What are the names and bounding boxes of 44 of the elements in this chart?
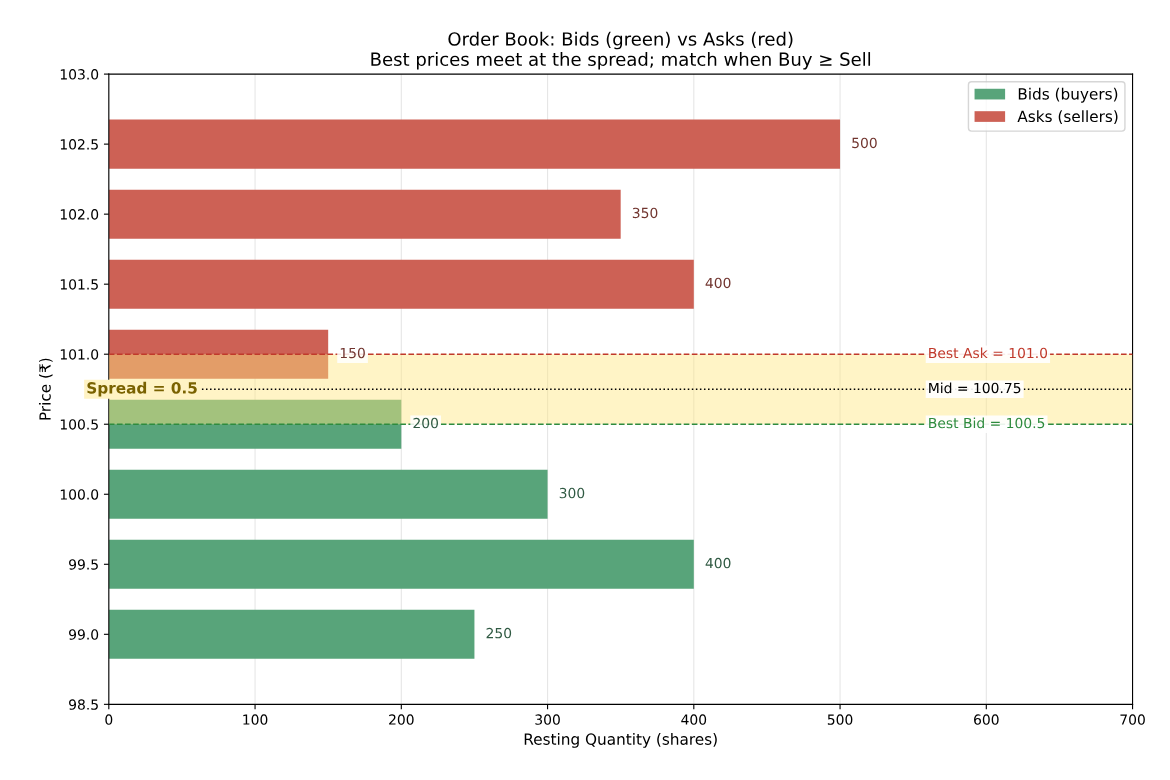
- x-tick-label: 700: [1120, 714, 1145, 725]
- y-tick-label: 101.5: [60, 279, 98, 290]
- y-tick-label: 100.5: [60, 419, 98, 430]
- x-tick-label: 0: [105, 714, 113, 725]
- data-label: 250: [486, 627, 512, 639]
- y-tick-label: 101.0: [60, 349, 99, 360]
- ref-line-label: Mid = 100.75: [929, 382, 1021, 394]
- bar: [108, 119, 841, 169]
- x-tick-label: 400: [681, 714, 707, 725]
- y-tick-label: 102.5: [60, 139, 98, 150]
- bar: [108, 609, 475, 659]
- data-label: 500: [852, 137, 877, 149]
- data-label: 350: [632, 207, 658, 219]
- x-tick-label: 100: [243, 714, 268, 725]
- y-tick-label: 100.0: [60, 489, 99, 500]
- bar: [108, 259, 694, 309]
- y-tick-label: 99.5: [69, 559, 98, 570]
- bar: [108, 469, 548, 519]
- band-label: Spread = 0.5: [87, 381, 197, 397]
- bar: [108, 399, 402, 449]
- y-axis-title: Price (₹): [38, 358, 53, 420]
- x-tick-label: 500: [827, 714, 853, 725]
- y-tick-label: 102.0: [60, 209, 99, 220]
- x-tick-label: 600: [974, 714, 999, 725]
- data-label: 200: [413, 417, 439, 429]
- data-label: 400: [705, 557, 731, 569]
- data-label: 400: [705, 277, 731, 289]
- chart-title: Order Book: Bids (green) vs Asks (red): [448, 31, 793, 50]
- legend-label: Bids (buyers): [1018, 87, 1118, 103]
- y-tick-label: 103.0: [60, 69, 99, 80]
- ref-line-label: Best Bid = 100.5: [929, 417, 1045, 429]
- x-tick-label: 200: [389, 714, 414, 725]
- ref-line-label: Best Ask = 101.0: [929, 347, 1048, 359]
- y-tick-label: 98.5: [69, 699, 98, 710]
- data-label: 150: [340, 347, 365, 359]
- chart-subtitle: Best prices meet at the spread; match when Buy ≥ Sell: [371, 52, 871, 70]
- bar: [108, 329, 329, 379]
- data-label: 300: [559, 487, 585, 499]
- bar: [108, 539, 694, 589]
- bar: [108, 189, 621, 239]
- y-tick-label: 99.0: [69, 629, 99, 640]
- x-axis-title: Resting Quantity (shares): [524, 733, 717, 748]
- x-tick-label: 300: [535, 714, 560, 725]
- legend-label: Asks (sellers): [1017, 110, 1118, 124]
